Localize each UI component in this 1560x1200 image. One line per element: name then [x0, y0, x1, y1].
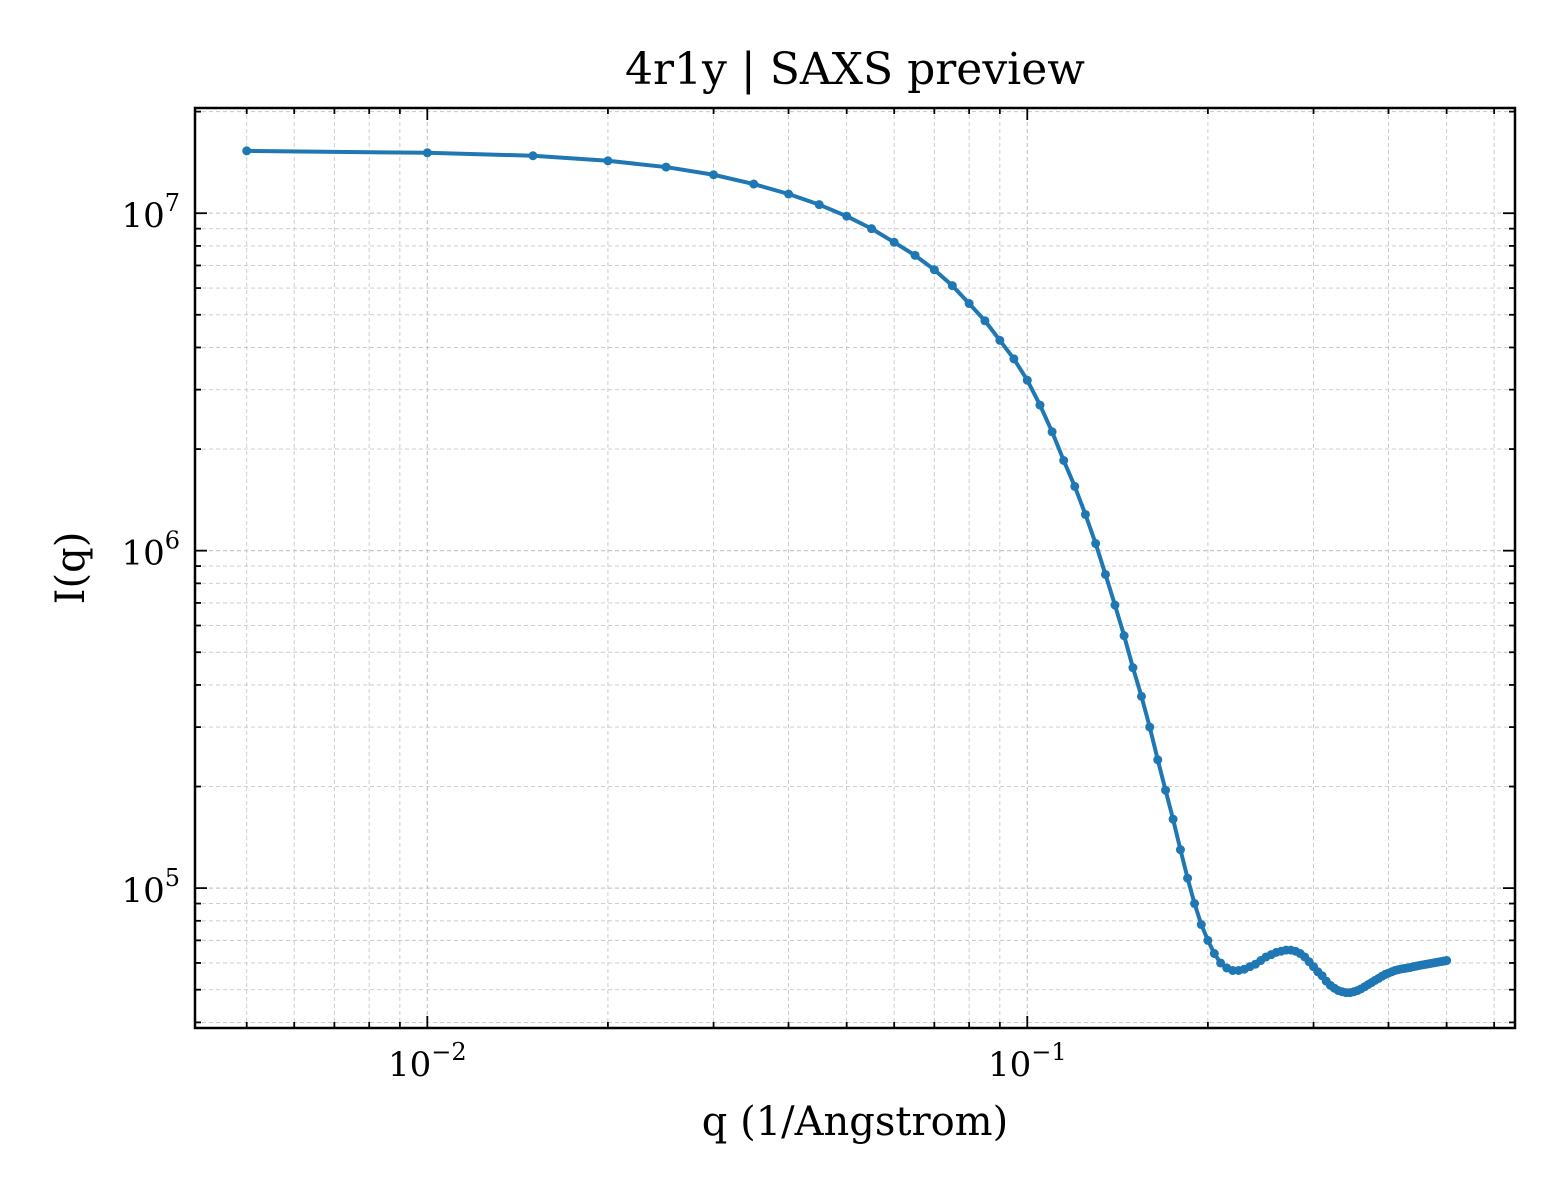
- data-point: [1442, 956, 1452, 966]
- x-tick-label: 10−2: [388, 1038, 467, 1085]
- grid-lines: [195, 108, 1515, 1028]
- data-point: [1216, 958, 1226, 968]
- data-point: [929, 265, 939, 275]
- y-tick-label: 105: [121, 864, 180, 911]
- data-point: [1145, 722, 1155, 732]
- x-axis-label: q (1/Angstrom): [702, 1099, 1008, 1145]
- data-point: [910, 250, 920, 260]
- data-point: [528, 151, 538, 161]
- data-point: [980, 316, 990, 326]
- data-point: [1022, 375, 1032, 385]
- data-point: [842, 211, 852, 221]
- chart-title: 4r1y | SAXS preview: [625, 44, 1085, 95]
- data-point: [242, 146, 252, 156]
- data-point: [964, 299, 974, 309]
- data-point: [1091, 539, 1101, 549]
- data-point: [422, 148, 432, 158]
- data-point: [1047, 427, 1057, 437]
- data-point: [749, 179, 759, 189]
- data-point: [1136, 691, 1146, 701]
- data-point: [867, 224, 877, 234]
- y-axis-label: I(q): [48, 532, 94, 605]
- data-point: [1168, 814, 1178, 824]
- data-point: [1100, 569, 1110, 579]
- data-point: [1209, 949, 1219, 959]
- data-point: [1153, 755, 1163, 765]
- data-point: [661, 162, 671, 172]
- data-point: [1119, 631, 1129, 641]
- plot-frame: [193, 106, 1517, 1030]
- data-point: [1070, 481, 1080, 491]
- data-point: [1183, 873, 1193, 883]
- data-point: [1196, 920, 1206, 930]
- data-point: [603, 156, 613, 166]
- data-point: [1080, 509, 1090, 519]
- data-point: [784, 189, 794, 199]
- data-point: [814, 200, 824, 210]
- data-point: [1161, 785, 1171, 795]
- data-point: [1128, 663, 1138, 673]
- y-tick-label: 106: [121, 527, 180, 574]
- data-point: [1175, 845, 1185, 855]
- data-point: [947, 281, 957, 291]
- data-point: [995, 335, 1005, 345]
- data-point: [709, 170, 719, 180]
- data-point: [1203, 935, 1213, 945]
- data-point: [1059, 455, 1069, 465]
- tick-labels: 10−2 10−1 105 106 107: [121, 189, 1066, 1085]
- data-point: [1009, 354, 1019, 364]
- y-tick-label: 107: [121, 189, 180, 236]
- data-point: [1035, 400, 1045, 410]
- data-point: [1110, 600, 1120, 610]
- data-point: [1190, 899, 1200, 909]
- data-series: [242, 146, 1452, 998]
- x-tick-label: 10−1: [988, 1038, 1067, 1085]
- data-point: [889, 237, 899, 247]
